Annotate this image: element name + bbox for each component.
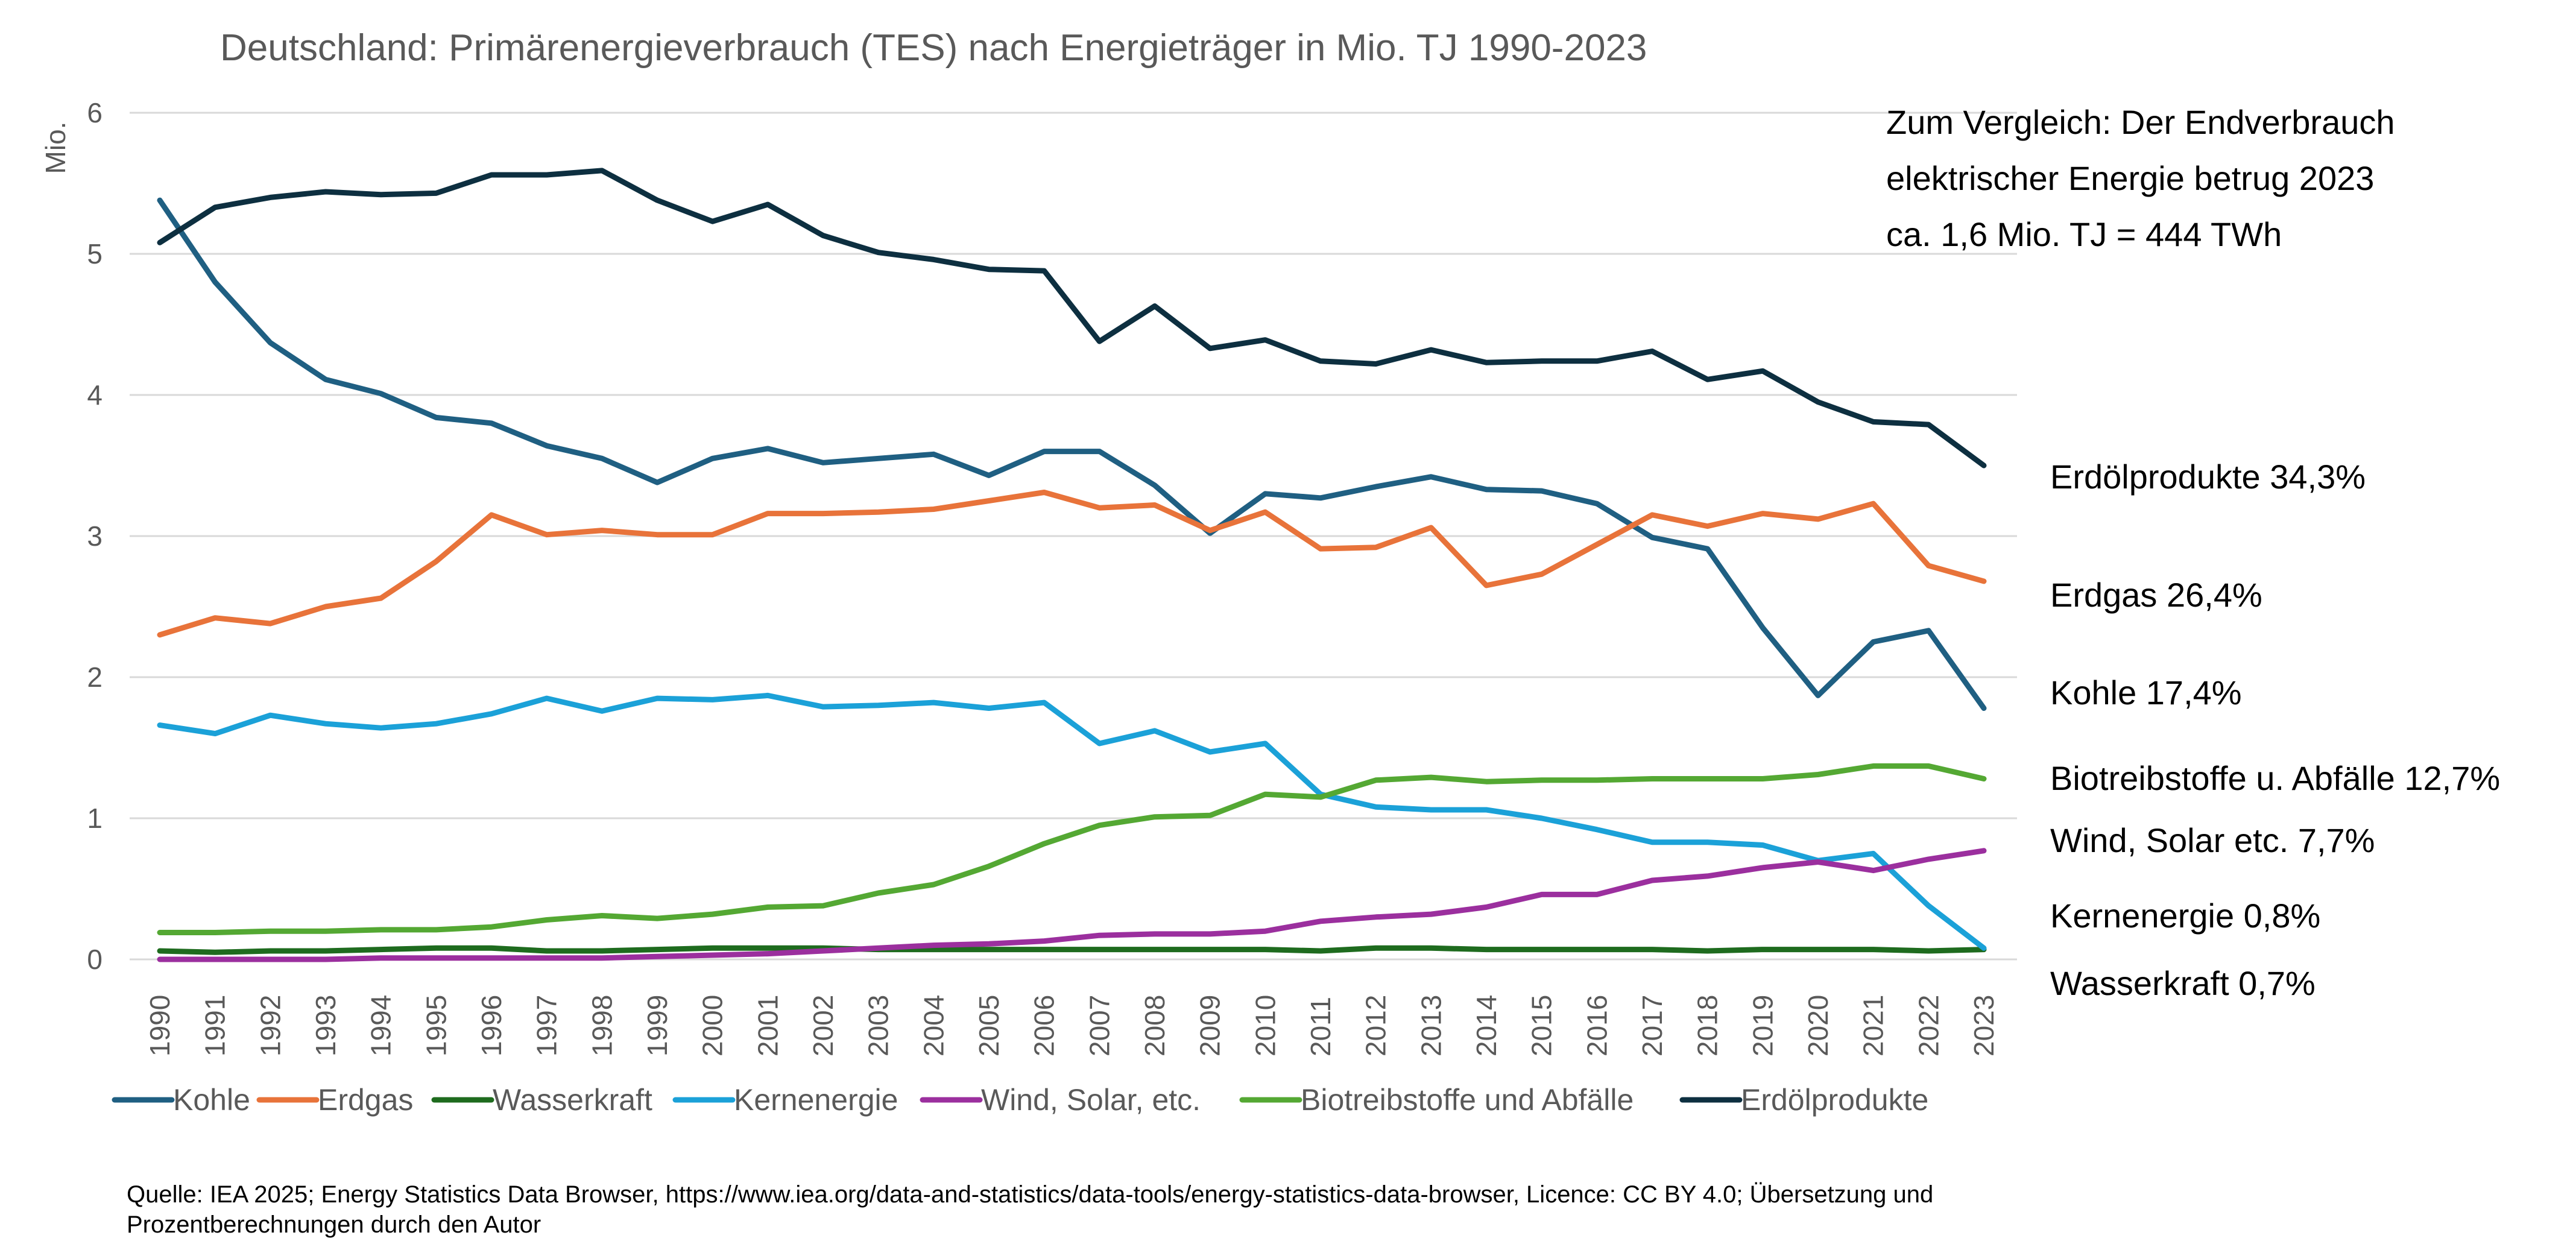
x-tick-label: 2007 xyxy=(1084,995,1115,1056)
x-tick-label: 2016 xyxy=(1581,995,1612,1056)
x-tick-label: 1991 xyxy=(200,995,231,1056)
x-tick-label: 1999 xyxy=(642,995,673,1056)
x-tick-label: 2015 xyxy=(1526,995,1558,1056)
x-tick-label: 2000 xyxy=(697,995,728,1056)
series-line xyxy=(157,692,1987,951)
y-tick-label: 3 xyxy=(87,520,103,552)
y-tick-label: 1 xyxy=(87,803,103,834)
legend-label: Wasserkraft xyxy=(493,1083,652,1117)
x-tick-label: 2017 xyxy=(1637,995,1668,1056)
x-tick-label: 2008 xyxy=(1139,995,1170,1056)
x-tick-label: 2013 xyxy=(1415,995,1447,1056)
share-label: Biotreibstoffe u. Abfälle 12,7% xyxy=(2050,759,2500,797)
legend-label: Erdgas xyxy=(318,1083,413,1117)
x-tick-label: 2001 xyxy=(752,995,783,1056)
x-tick-label: 2022 xyxy=(1913,995,1944,1056)
x-tick-label: 2021 xyxy=(1858,995,1889,1056)
comparison-text: Zum Vergleich: Der Endverbrauch xyxy=(1886,103,2395,141)
y-tick-label: 0 xyxy=(87,944,103,975)
y-axis-ticks: 0 1 2 3 4 5 6 xyxy=(87,97,103,975)
legend: Kohle Erdgas Wasserkraft Kernenergie Wind, S… xyxy=(112,1083,1928,1117)
chart-title: Deutschland: Primärenergieverbrauch (TES… xyxy=(220,27,1647,69)
series-line xyxy=(157,763,1987,935)
x-tick-label: 1997 xyxy=(531,995,563,1056)
x-tick-label: 1992 xyxy=(254,995,286,1056)
source-text: Quelle: IEA 2025; Energy Statistics Data… xyxy=(127,1181,1933,1208)
legend-label: Wind, Solar, etc. xyxy=(981,1083,1201,1117)
series-line xyxy=(157,490,1987,638)
y-axis-label: Mio. xyxy=(40,122,71,174)
share-label: Wasserkraft 0,7% xyxy=(2050,964,2316,1002)
x-tick-label: 2004 xyxy=(918,995,949,1056)
x-tick-label: 2023 xyxy=(1968,995,2000,1056)
x-tick-label: 2020 xyxy=(1802,995,1834,1056)
x-tick-label: 2018 xyxy=(1692,995,1723,1056)
x-tick-label: 1995 xyxy=(420,995,452,1056)
y-tick-label: 2 xyxy=(87,661,103,693)
legend-label: Kohle xyxy=(173,1083,250,1117)
series-line xyxy=(157,168,1987,469)
series-line xyxy=(157,197,1987,711)
comparison-text: ca. 1,6 Mio. TJ = 444 TWh xyxy=(1886,215,2282,253)
source-note: Quelle: IEA 2025; Energy Statistics Data… xyxy=(127,1181,1933,1238)
y-tick-label: 5 xyxy=(87,238,103,270)
share-label: Erdölprodukte 34,3% xyxy=(2050,458,2366,496)
share-labels: Erdölprodukte 34,3% Erdgas 26,4% Kohle 17,… xyxy=(2050,458,2500,1002)
share-label: Kernenergie 0,8% xyxy=(2050,897,2320,935)
legend-label: Kernenergie xyxy=(734,1083,898,1117)
x-tick-label: 2006 xyxy=(1029,995,1060,1056)
x-tick-label: 1998 xyxy=(586,995,617,1056)
source-text: Prozentberechnungen durch den Autor xyxy=(127,1211,541,1238)
x-tick-label: 2011 xyxy=(1305,997,1336,1056)
x-tick-label: 2003 xyxy=(863,995,894,1056)
x-tick-label: 2012 xyxy=(1360,995,1392,1056)
x-tick-label: 2002 xyxy=(807,995,839,1056)
legend-label: Biotreibstoffe und Abfälle xyxy=(1301,1083,1634,1117)
legend-label: Erdölprodukte xyxy=(1741,1083,1928,1117)
series-lines xyxy=(157,168,1987,962)
y-tick-label: 6 xyxy=(87,97,103,128)
x-tick-label: 2009 xyxy=(1195,995,1226,1056)
x-tick-label: 2019 xyxy=(1747,995,1778,1056)
share-label: Kohle 17,4% xyxy=(2050,674,2242,712)
x-tick-label: 1990 xyxy=(144,995,175,1056)
y-tick-label: 4 xyxy=(87,379,103,411)
comparison-note: Zum Vergleich: Der Endverbrauch elektrisc… xyxy=(1886,103,2395,253)
x-tick-label: 2010 xyxy=(1249,995,1281,1056)
x-tick-label: 2005 xyxy=(973,995,1005,1056)
x-axis-ticks: 1990 1991 1992 1993 1994 1995 1996 1997 1998 1999… xyxy=(144,995,2000,1056)
x-tick-label: 1994 xyxy=(365,995,397,1056)
x-tick-label: 1993 xyxy=(310,995,341,1056)
gridlines xyxy=(130,112,2017,961)
x-tick-label: 2014 xyxy=(1471,995,1502,1056)
share-label: Wind, Solar etc. 7,7% xyxy=(2050,821,2375,859)
comparison-text: elektrischer Energie betrug 2023 xyxy=(1886,159,2374,197)
x-tick-label: 1996 xyxy=(476,995,507,1056)
series-line xyxy=(157,945,1987,955)
share-label: Erdgas 26,4% xyxy=(2050,576,2262,614)
series-line xyxy=(157,848,1987,962)
